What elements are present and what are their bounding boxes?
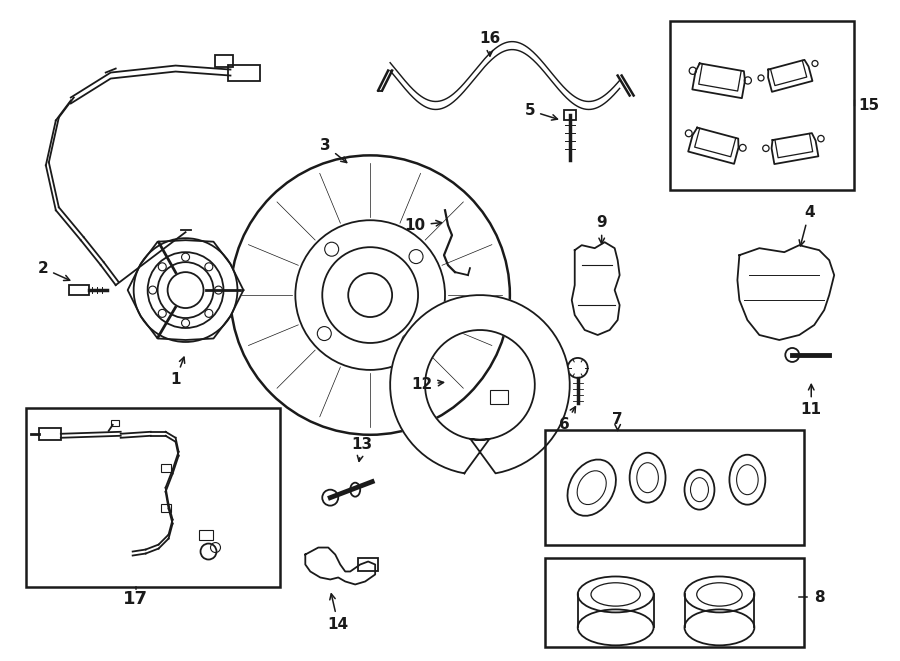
Bar <box>544 430 805 545</box>
Bar <box>26 408 281 588</box>
Bar <box>229 65 260 81</box>
Text: 12: 12 <box>411 377 444 393</box>
Text: 17: 17 <box>123 590 148 608</box>
Text: 5: 5 <box>525 103 557 120</box>
Text: 14: 14 <box>328 594 349 632</box>
Polygon shape <box>737 245 834 340</box>
Text: 3: 3 <box>320 138 346 163</box>
Text: 8: 8 <box>814 590 824 605</box>
Bar <box>215 55 233 67</box>
Text: 1: 1 <box>170 357 184 387</box>
Bar <box>563 110 576 120</box>
Bar <box>358 557 378 572</box>
Bar <box>39 428 61 440</box>
Bar <box>670 20 854 190</box>
Bar <box>160 464 171 472</box>
Text: 13: 13 <box>352 438 373 461</box>
Text: 16: 16 <box>480 31 500 56</box>
Text: 15: 15 <box>859 98 879 113</box>
Text: 7: 7 <box>612 412 623 430</box>
Text: 4: 4 <box>799 205 815 246</box>
Text: 10: 10 <box>404 217 442 233</box>
Bar <box>111 420 119 426</box>
Text: 6: 6 <box>560 407 575 432</box>
Polygon shape <box>572 242 619 335</box>
Polygon shape <box>391 295 570 473</box>
Polygon shape <box>305 547 375 584</box>
Bar <box>490 390 508 404</box>
Text: 11: 11 <box>801 385 822 417</box>
Polygon shape <box>128 240 243 340</box>
Bar <box>160 504 171 512</box>
Bar <box>68 285 89 295</box>
Text: 2: 2 <box>38 260 69 280</box>
Text: 9: 9 <box>597 215 607 244</box>
Bar <box>544 557 805 647</box>
Bar <box>199 529 212 539</box>
